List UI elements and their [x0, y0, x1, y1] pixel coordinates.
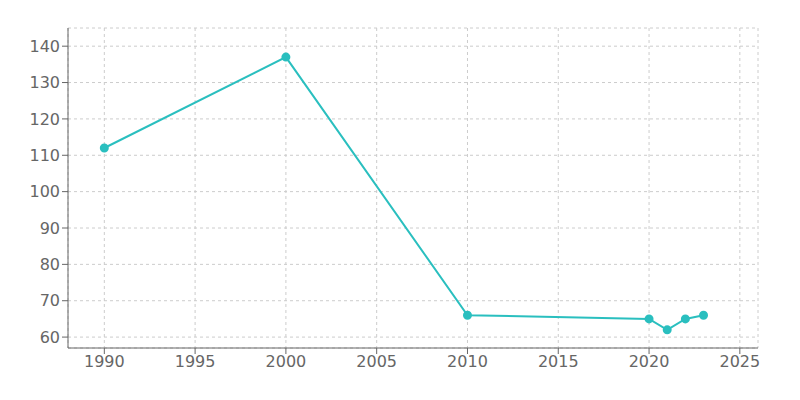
- svg-text:2005: 2005: [356, 352, 397, 371]
- svg-text:60: 60: [40, 328, 60, 347]
- svg-text:2020: 2020: [629, 352, 670, 371]
- svg-text:70: 70: [40, 291, 60, 310]
- svg-text:100: 100: [29, 182, 60, 201]
- svg-text:130: 130: [29, 73, 60, 92]
- svg-text:2000: 2000: [266, 352, 307, 371]
- svg-text:2025: 2025: [719, 352, 760, 371]
- svg-text:2015: 2015: [538, 352, 579, 371]
- svg-text:140: 140: [29, 37, 60, 56]
- svg-text:1995: 1995: [175, 352, 216, 371]
- svg-text:80: 80: [40, 255, 60, 274]
- svg-text:90: 90: [40, 219, 60, 238]
- svg-text:120: 120: [29, 110, 60, 129]
- svg-text:1990: 1990: [84, 352, 125, 371]
- svg-text:110: 110: [29, 146, 60, 165]
- svg-text:2010: 2010: [447, 352, 488, 371]
